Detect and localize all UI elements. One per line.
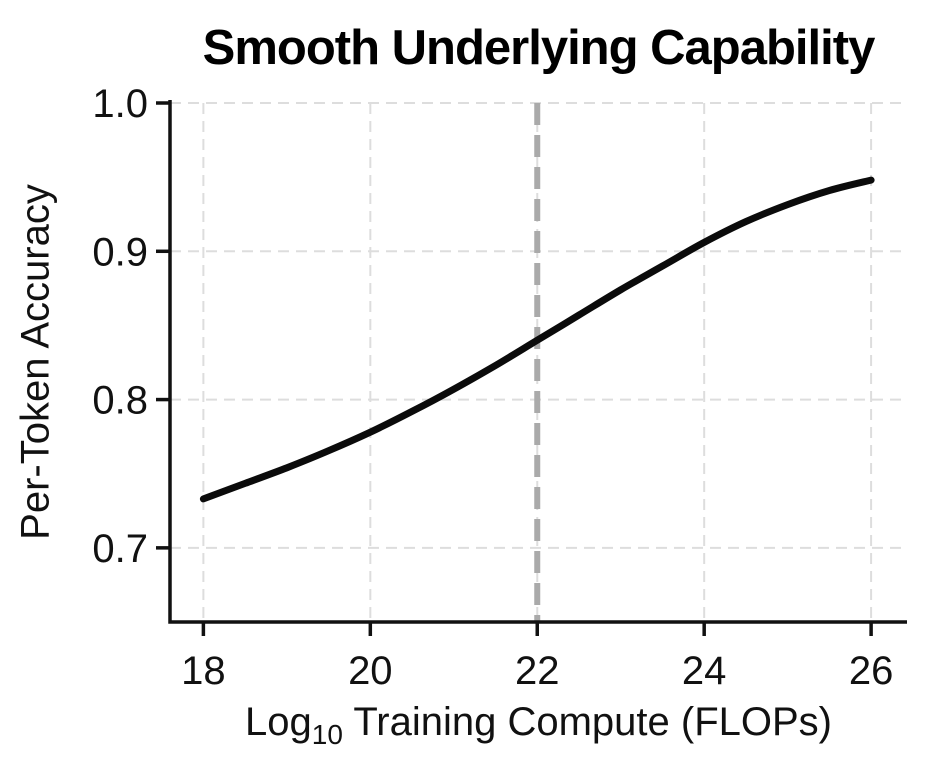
- chart-title: Smooth Underlying Capability: [202, 21, 876, 75]
- axis-spines: [168, 100, 907, 624]
- y-tick-label-0.9: 0.9: [92, 230, 148, 274]
- y-tick-label-0.7: 0.7: [92, 527, 148, 571]
- x-axis-label-prefix: Log: [245, 700, 312, 744]
- data-curve: [199, 176, 875, 503]
- x-tick-label-24: 24: [682, 649, 727, 693]
- y-tick-label-1: 1.0: [92, 82, 148, 126]
- x-axis-label-rest: Training Compute (FLOPs): [342, 700, 832, 744]
- x-axis-label-subscript: 10: [311, 719, 343, 750]
- x-tick-label-20: 20: [348, 649, 393, 693]
- y-tick-label-0.8: 0.8: [92, 379, 148, 423]
- x-tick-label-18: 18: [181, 649, 226, 693]
- x-axis-label: Log10 Training Compute (FLOPs): [170, 700, 907, 749]
- x-tick-label-22: 22: [515, 649, 560, 693]
- x-tick-label-26: 26: [849, 649, 894, 693]
